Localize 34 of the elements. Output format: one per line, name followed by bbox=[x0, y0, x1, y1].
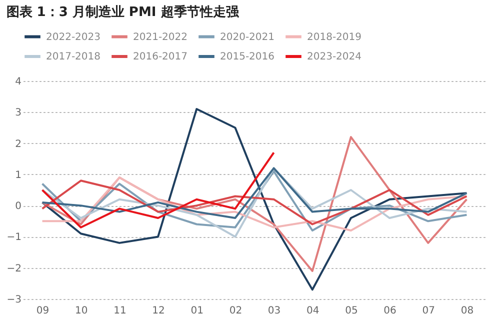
y-tick-label: −1 bbox=[6, 232, 22, 244]
chart-title: 图表 1：3 月制造业 PMI 超季节性走强 bbox=[6, 4, 240, 20]
y-tick-label: −3 bbox=[6, 294, 22, 306]
x-tick-label: 11 bbox=[114, 306, 126, 316]
x-tick-label: 09 bbox=[36, 306, 50, 316]
legend-label: 2016-2017 bbox=[133, 52, 188, 62]
y-tick-label: 1 bbox=[15, 170, 22, 181]
line-series bbox=[41, 180, 468, 226]
line-series bbox=[41, 136, 468, 272]
legend-label: 2015-2016 bbox=[220, 52, 275, 62]
legend-label: 2020-2021 bbox=[220, 32, 275, 43]
line-series bbox=[41, 152, 275, 228]
x-tick-label: 12 bbox=[152, 306, 165, 316]
x-tick-label: 01 bbox=[190, 306, 204, 316]
y-tick-label: 0 bbox=[15, 201, 22, 212]
x-tick-label: 03 bbox=[268, 306, 281, 316]
line-series bbox=[41, 108, 468, 291]
y-tick-label: 3 bbox=[15, 108, 22, 119]
legend-label: 2022-2023 bbox=[46, 32, 101, 43]
legend-label: 2023-2024 bbox=[307, 52, 362, 62]
y-tick-label: −2 bbox=[6, 263, 22, 274]
y-tick-label: 4 bbox=[15, 76, 22, 88]
x-tick-label: 04 bbox=[306, 306, 320, 316]
x-tick-label: 08 bbox=[460, 306, 474, 316]
x-tick-label: 06 bbox=[384, 306, 396, 316]
legend-label: 2018-2019 bbox=[307, 32, 362, 43]
legend-label: 2017-2018 bbox=[46, 52, 101, 62]
y-tick-label: 2 bbox=[15, 138, 22, 150]
x-tick-label: 02 bbox=[229, 306, 242, 316]
x-tick-label: 10 bbox=[75, 306, 88, 316]
line-series bbox=[41, 167, 468, 220]
x-tick-label: 05 bbox=[345, 306, 358, 316]
x-tick-label: 07 bbox=[422, 306, 435, 316]
legend-label: 2021-2022 bbox=[133, 32, 188, 43]
